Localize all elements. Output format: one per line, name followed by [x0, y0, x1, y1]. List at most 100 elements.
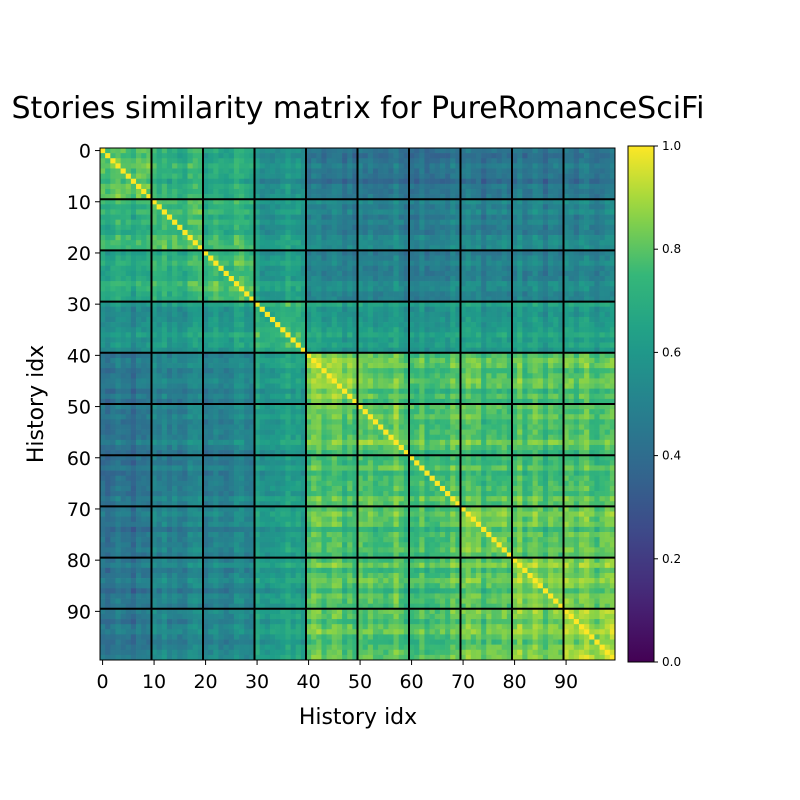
heatmap-cell: [197, 363, 204, 369]
heatmap-cell: [548, 199, 554, 205]
heatmap-cell: [306, 219, 312, 226]
heatmap-cell: [275, 219, 281, 226]
heatmap-cell: [398, 224, 405, 231]
heatmap-cell: [311, 245, 317, 251]
heatmap-cell: [311, 148, 317, 154]
heatmap-cell: [218, 383, 224, 389]
heatmap-cell: [105, 332, 111, 338]
heatmap-cell: [182, 306, 188, 313]
heatmap-cell: [398, 245, 405, 251]
heatmap-cell: [203, 219, 209, 226]
heatmap-cell: [110, 342, 116, 349]
heatmap-cell: [146, 199, 152, 205]
heatmap-cell: [604, 357, 611, 364]
heatmap-cell: [254, 255, 260, 261]
heatmap-cell: [280, 276, 286, 282]
heatmap-cell: [537, 332, 544, 338]
heatmap-cell: [166, 347, 173, 354]
heatmap-cell: [357, 245, 363, 251]
heatmap-cell: [589, 357, 595, 364]
heatmap-cell: [156, 260, 163, 267]
heatmap-cell: [285, 168, 291, 174]
heatmap-cell: [527, 214, 533, 221]
heatmap-cell: [285, 148, 291, 154]
heatmap-cell: [136, 352, 142, 359]
heatmap-cell: [486, 337, 492, 343]
heatmap-cell: [120, 178, 127, 185]
heatmap-cell: [424, 163, 430, 169]
heatmap-cell: [604, 311, 611, 318]
heatmap-cell: [398, 322, 405, 328]
heatmap-cell: [589, 240, 595, 246]
heatmap-cell: [367, 332, 374, 338]
heatmap-cell: [125, 240, 132, 246]
heatmap-cell: [532, 183, 539, 190]
heatmap-cell: [233, 383, 240, 389]
heatmap-cell: [100, 265, 106, 272]
heatmap-cell: [403, 378, 410, 384]
heatmap-cell: [594, 260, 600, 267]
heatmap-cell: [228, 148, 235, 154]
heatmap-cell: [290, 270, 297, 277]
heatmap-cell: [269, 281, 276, 287]
heatmap-cell: [548, 276, 554, 282]
heatmap-cell: [594, 148, 600, 154]
heatmap-cell: [491, 311, 497, 318]
heatmap-cell: [450, 153, 456, 159]
heatmap-cell: [197, 153, 204, 159]
heatmap-cell: [434, 393, 441, 400]
heatmap-cell: [336, 158, 343, 164]
heatmap-cell: [553, 209, 559, 215]
heatmap-cell: [542, 388, 549, 395]
heatmap-cell: [342, 296, 348, 302]
heatmap-cell: [352, 393, 358, 400]
heatmap-cell: [481, 229, 487, 236]
heatmap-cell: [419, 378, 425, 384]
heatmap-cell: [295, 173, 302, 180]
heatmap-cell: [306, 148, 312, 154]
heatmap-cell: [445, 388, 451, 395]
heatmap-cell: [563, 245, 569, 251]
heatmap-cell: [491, 173, 497, 180]
heatmap-cell: [609, 342, 616, 349]
heatmap-cell: [213, 214, 219, 221]
heatmap-cell: [239, 363, 245, 369]
heatmap-cell: [110, 168, 116, 174]
heatmap-cell: [352, 373, 358, 379]
heatmap-cell: [254, 173, 260, 180]
heatmap-cell: [130, 153, 137, 159]
heatmap-cell: [501, 286, 508, 292]
heatmap-cell: [429, 194, 436, 200]
heatmap-cell: [517, 327, 523, 333]
heatmap-cell: [352, 265, 358, 272]
heatmap-cell: [172, 368, 178, 374]
heatmap-cell: [362, 183, 369, 190]
heatmap-cell: [563, 199, 569, 205]
heatmap-cell: [120, 373, 127, 379]
heatmap-cell: [249, 347, 255, 354]
heatmap-cell: [166, 224, 173, 231]
heatmap-cell: [239, 276, 245, 282]
heatmap-cell: [208, 286, 214, 292]
heatmap-cell: [223, 337, 230, 343]
heatmap-cell: [259, 327, 266, 333]
heatmap-cell: [264, 352, 271, 359]
heatmap-cell: [429, 327, 436, 333]
heatmap-cell: [465, 378, 472, 384]
heatmap-cell: [120, 316, 127, 323]
heatmap-cell: [177, 322, 183, 328]
heatmap-cell: [512, 265, 518, 272]
heatmap-cell: [388, 398, 394, 405]
heatmap-cell: [331, 311, 338, 318]
heatmap-cell: [166, 250, 173, 256]
heatmap-cell: [527, 265, 533, 272]
heatmap-cell: [115, 322, 121, 328]
heatmap-cell: [367, 270, 374, 277]
heatmap-cell: [336, 173, 343, 180]
heatmap-cell: [208, 368, 214, 374]
heatmap-cell: [115, 363, 121, 369]
heatmap-cell: [342, 337, 348, 343]
heatmap-cell: [233, 342, 240, 349]
heatmap-cell: [264, 224, 271, 231]
heatmap-cell: [455, 352, 461, 359]
